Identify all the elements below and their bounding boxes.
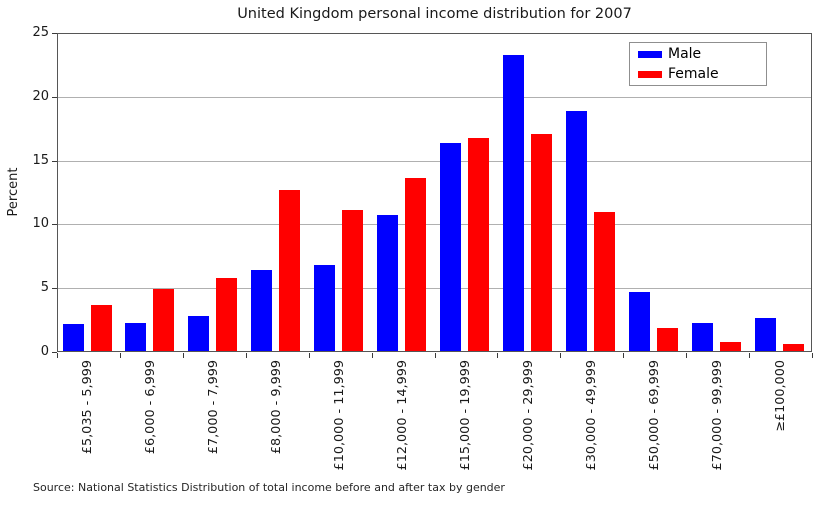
- x-tick-5: [371, 353, 373, 358]
- x-tick-label: £30,000 - 49,999: [583, 360, 599, 471]
- y-tick-0: [52, 352, 57, 353]
- bar-male-7: [502, 54, 524, 352]
- source-note: Source: National Statistics Distribution…: [33, 481, 505, 494]
- bar-male-5: [377, 215, 399, 352]
- bar-female-10: [719, 341, 741, 352]
- x-tick-6: [434, 353, 436, 358]
- x-tick-3: [245, 353, 247, 358]
- bar-male-2: [188, 316, 210, 352]
- x-tick-7: [497, 353, 499, 358]
- y-tick-25: [52, 33, 57, 34]
- legend-item-female: Female: [638, 65, 758, 83]
- legend: Male Female: [629, 42, 767, 86]
- x-tick-label: £20,000 - 29,999: [520, 360, 536, 471]
- y-tick-15: [52, 160, 57, 162]
- bar-female-11: [782, 344, 804, 352]
- y-tick-10: [52, 224, 57, 226]
- legend-swatch-male: [638, 50, 662, 58]
- y-tick-label: 15: [32, 152, 49, 168]
- bar-female-4: [342, 210, 364, 352]
- x-tick-label: £15,000 - 19,999: [457, 360, 473, 471]
- bar-male-0: [62, 323, 84, 352]
- bar-male-11: [754, 317, 776, 352]
- bar-female-0: [90, 304, 112, 352]
- x-tick-label: £8,000 - 9,999: [269, 360, 285, 455]
- chart-title: United Kingdom personal income distribut…: [237, 6, 632, 22]
- x-tick-1: [119, 353, 121, 358]
- legend-label-male: Male: [668, 46, 702, 62]
- y-tick-label: 20: [32, 88, 49, 104]
- y-tick-label: 10: [32, 216, 49, 232]
- x-tick-label: £70,000 - 99,999: [709, 360, 725, 471]
- bar-male-4: [314, 265, 336, 352]
- bar-male-9: [628, 292, 650, 352]
- legend-item-male: Male: [638, 45, 758, 63]
- y-tick-5: [52, 288, 57, 290]
- y-tick-20: [52, 96, 57, 98]
- bar-female-9: [656, 327, 678, 352]
- x-tick-10: [686, 353, 688, 358]
- bar-male-8: [565, 110, 587, 352]
- x-tick-8: [560, 353, 562, 358]
- x-tick-4: [308, 353, 310, 358]
- gridline-15: [58, 160, 811, 162]
- x-tick-9: [623, 353, 625, 358]
- x-tick-11: [749, 353, 751, 358]
- y-axis-label: Percent: [6, 167, 21, 217]
- gridline-10: [58, 224, 811, 226]
- y-tick-label: 5: [40, 280, 49, 296]
- bar-female-7: [530, 133, 552, 352]
- legend-swatch-female: [638, 70, 662, 78]
- x-tick-label: £10,000 - 11,999: [332, 360, 348, 471]
- gridline-5: [58, 288, 811, 290]
- x-tick-label: ≥£100,000: [772, 360, 788, 432]
- y-tick-label: 25: [32, 25, 49, 40]
- x-tick-label: £12,000 - 14,999: [395, 360, 411, 471]
- x-tick-label: £5,035 - 5,999: [80, 360, 96, 455]
- bar-male-6: [440, 142, 461, 352]
- x-tick-label: £7,000 - 7,999: [206, 360, 222, 455]
- bar-female-6: [468, 137, 489, 352]
- x-tick-label: £50,000 - 69,999: [646, 360, 662, 471]
- x-tick-label: £6,000 - 6,999: [143, 360, 159, 455]
- gridline-20: [58, 96, 811, 98]
- bar-female-8: [593, 211, 615, 352]
- bar-male-10: [691, 322, 713, 352]
- bar-female-2: [216, 277, 238, 352]
- legend-label-female: Female: [668, 66, 719, 82]
- bar-female-5: [405, 178, 427, 352]
- y-tick-label: 0: [40, 344, 49, 359]
- bar-male-1: [125, 322, 147, 352]
- x-tick-12: [812, 353, 813, 358]
- bar-female-3: [279, 189, 301, 352]
- bar-male-3: [251, 270, 273, 352]
- x-tick-2: [182, 353, 184, 358]
- x-tick-0: [57, 353, 58, 358]
- bar-female-1: [153, 289, 175, 352]
